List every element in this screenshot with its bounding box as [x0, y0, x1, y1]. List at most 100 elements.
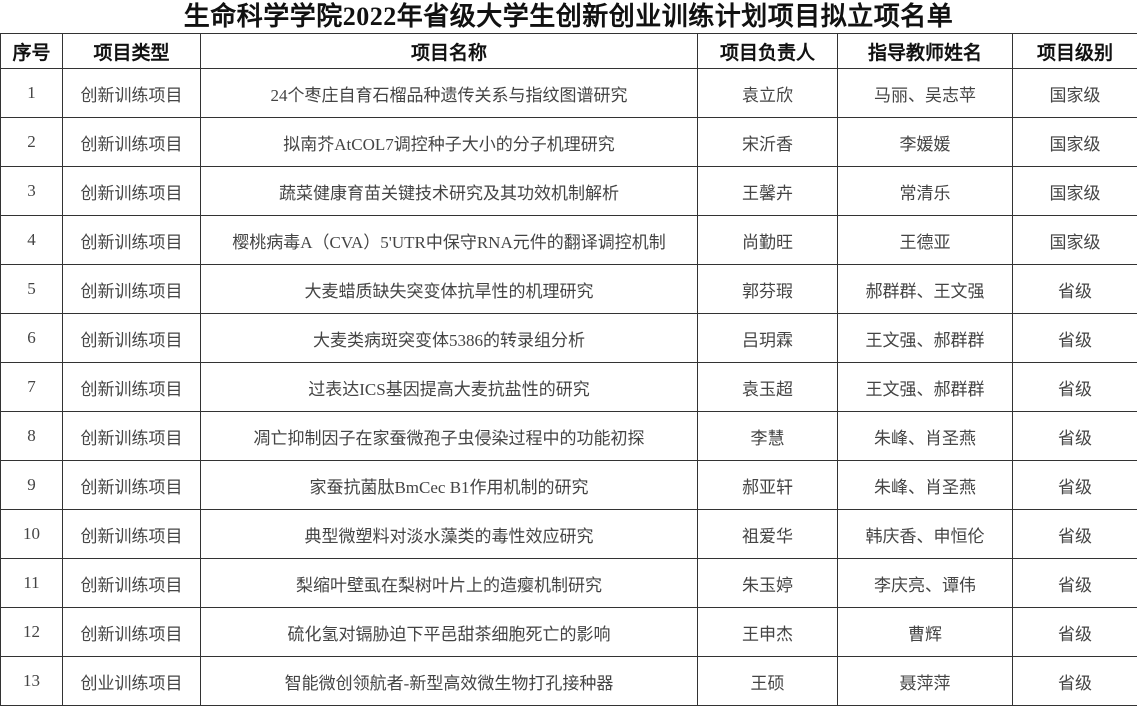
cell-type: 创业训练项目 — [62, 656, 201, 706]
table-row: 1 创新训练项目 24个枣庄自育石榴品种遗传关系与指纹图谱研究 袁立欣 马丽、吴志苹 国家… — [0, 68, 1137, 118]
cell-name: 蔬菜健康育苗关键技术研究及其功效机制解析 — [200, 166, 698, 216]
cell-no: 12 — [0, 607, 63, 657]
cell-no: 5 — [0, 264, 63, 314]
cell-level: 省级 — [1012, 264, 1137, 314]
cell-type: 创新训练项目 — [62, 68, 201, 118]
cell-no: 1 — [0, 68, 63, 118]
cell-type: 创新训练项目 — [62, 362, 201, 412]
cell-type: 创新训练项目 — [62, 411, 201, 461]
cell-leader: 尚勤旺 — [697, 215, 838, 265]
cell-level: 国家级 — [1012, 68, 1137, 118]
table-row: 2 创新训练项目 拟南芥AtCOL7调控种子大小的分子机理研究 宋沂香 李媛媛 国家级 — [0, 117, 1137, 167]
cell-advisor: 朱峰、肖圣燕 — [837, 411, 1013, 461]
cell-type: 创新训练项目 — [62, 215, 201, 265]
cell-level: 国家级 — [1012, 166, 1137, 216]
cell-advisor: 马丽、吴志苹 — [837, 68, 1013, 118]
cell-no: 2 — [0, 117, 63, 167]
table-row: 9 创新训练项目 家蚕抗菌肽BmCec B1作用机制的研究 郝亚轩 朱峰、肖圣燕 省级 — [0, 460, 1137, 510]
cell-level: 国家级 — [1012, 215, 1137, 265]
cell-advisor: 王文强、郝群群 — [837, 313, 1013, 363]
table-row: 3 创新训练项目 蔬菜健康育苗关键技术研究及其功效机制解析 王馨卉 常清乐 国家级 — [0, 166, 1137, 216]
header-advisor: 指导教师姓名 — [837, 33, 1013, 69]
cell-no: 9 — [0, 460, 63, 510]
cell-name: 24个枣庄自育石榴品种遗传关系与指纹图谱研究 — [200, 68, 698, 118]
cell-type: 创新训练项目 — [62, 117, 201, 167]
table-row: 10 创新训练项目 典型微塑料对淡水藻类的毒性效应研究 祖爱华 韩庆香、申恒伦 省级 — [0, 509, 1137, 559]
header-no: 序号 — [0, 33, 63, 69]
cell-advisor: 韩庆香、申恒伦 — [837, 509, 1013, 559]
table-row: 5 创新训练项目 大麦蜡质缺失突变体抗旱性的机理研究 郭芬瑕 郝群群、王文强 省级 — [0, 264, 1137, 314]
project-table: 序号 项目类型 项目名称 项目负责人 指导教师姓名 项目级别 1 创新训练项目 24… — [0, 33, 1137, 706]
cell-type: 创新训练项目 — [62, 558, 201, 608]
cell-name: 大麦类病斑突变体5386的转录组分析 — [200, 313, 698, 363]
cell-type: 创新训练项目 — [62, 460, 201, 510]
cell-name: 智能微创领航者-新型高效微生物打孔接种器 — [200, 656, 698, 706]
cell-advisor: 曹辉 — [837, 607, 1013, 657]
cell-advisor: 朱峰、肖圣燕 — [837, 460, 1013, 510]
cell-advisor: 郝群群、王文强 — [837, 264, 1013, 314]
table-row: 13 创业训练项目 智能微创领航者-新型高效微生物打孔接种器 王硕 聂萍萍 省级 — [0, 656, 1137, 706]
cell-advisor: 王文强、郝群群 — [837, 362, 1013, 412]
cell-name: 家蚕抗菌肽BmCec B1作用机制的研究 — [200, 460, 698, 510]
cell-name: 大麦蜡质缺失突变体抗旱性的机理研究 — [200, 264, 698, 314]
cell-level: 省级 — [1012, 362, 1137, 412]
table-row: 8 创新训练项目 凋亡抑制因子在家蚕微孢子虫侵染过程中的功能初探 李慧 朱峰、肖圣燕 省级 — [0, 411, 1137, 461]
table-row: 6 创新训练项目 大麦类病斑突变体5386的转录组分析 吕玥霖 王文强、郝群群 省级 — [0, 313, 1137, 363]
cell-level: 省级 — [1012, 509, 1137, 559]
document-title: 生命科学学院2022年省级大学生创新创业训练计划项目拟立项名单 — [183, 2, 954, 31]
cell-advisor: 王德亚 — [837, 215, 1013, 265]
cell-advisor: 李庆亮、谭伟 — [837, 558, 1013, 608]
cell-advisor: 李媛媛 — [837, 117, 1013, 167]
cell-no: 8 — [0, 411, 63, 461]
cell-name: 典型微塑料对淡水藻类的毒性效应研究 — [200, 509, 698, 559]
cell-leader: 吕玥霖 — [697, 313, 838, 363]
table-row: 12 创新训练项目 硫化氢对镉胁迫下平邑甜茶细胞死亡的影响 王申杰 曹辉 省级 — [0, 607, 1137, 657]
cell-leader: 袁玉超 — [697, 362, 838, 412]
cell-leader: 王硕 — [697, 656, 838, 706]
cell-no: 4 — [0, 215, 63, 265]
cell-type: 创新训练项目 — [62, 313, 201, 363]
cell-leader: 王申杰 — [697, 607, 838, 657]
cell-leader: 郭芬瑕 — [697, 264, 838, 314]
cell-advisor: 常清乐 — [837, 166, 1013, 216]
cell-name: 樱桃病毒A（CVA）5'UTR中保守RNA元件的翻译调控机制 — [200, 215, 698, 265]
cell-leader: 袁立欣 — [697, 68, 838, 118]
cell-name: 拟南芥AtCOL7调控种子大小的分子机理研究 — [200, 117, 698, 167]
cell-no: 7 — [0, 362, 63, 412]
header-name: 项目名称 — [200, 33, 698, 69]
table-row: 7 创新训练项目 过表达ICS基因提高大麦抗盐性的研究 袁玉超 王文强、郝群群 省级 — [0, 362, 1137, 412]
cell-name: 梨缩叶壁虱在梨树叶片上的造瘿机制研究 — [200, 558, 698, 608]
cell-name: 过表达ICS基因提高大麦抗盐性的研究 — [200, 362, 698, 412]
cell-type: 创新训练项目 — [62, 607, 201, 657]
cell-leader: 朱玉婷 — [697, 558, 838, 608]
cell-type: 创新训练项目 — [62, 166, 201, 216]
cell-name: 硫化氢对镉胁迫下平邑甜茶细胞死亡的影响 — [200, 607, 698, 657]
header-level: 项目级别 — [1012, 33, 1137, 69]
cell-leader: 祖爱华 — [697, 509, 838, 559]
cell-no: 10 — [0, 509, 63, 559]
cell-level: 省级 — [1012, 607, 1137, 657]
cell-no: 13 — [0, 656, 63, 706]
cell-leader: 李慧 — [697, 411, 838, 461]
header-row: 序号 项目类型 项目名称 项目负责人 指导教师姓名 项目级别 — [0, 33, 1137, 69]
cell-name: 凋亡抑制因子在家蚕微孢子虫侵染过程中的功能初探 — [200, 411, 698, 461]
table-row: 11 创新训练项目 梨缩叶壁虱在梨树叶片上的造瘿机制研究 朱玉婷 李庆亮、谭伟 省级 — [0, 558, 1137, 608]
cell-leader: 王馨卉 — [697, 166, 838, 216]
table-row: 4 创新训练项目 樱桃病毒A（CVA）5'UTR中保守RNA元件的翻译调控机制 尚勤旺… — [0, 215, 1137, 265]
cell-advisor: 聂萍萍 — [837, 656, 1013, 706]
cell-level: 省级 — [1012, 313, 1137, 363]
header-leader: 项目负责人 — [697, 33, 838, 69]
cell-level: 省级 — [1012, 460, 1137, 510]
cell-level: 国家级 — [1012, 117, 1137, 167]
cell-leader: 宋沂香 — [697, 117, 838, 167]
cell-no: 6 — [0, 313, 63, 363]
cell-no: 11 — [0, 558, 63, 608]
cell-leader: 郝亚轩 — [697, 460, 838, 510]
cell-type: 创新训练项目 — [62, 264, 201, 314]
header-type: 项目类型 — [62, 33, 201, 69]
cell-no: 3 — [0, 166, 63, 216]
cell-type: 创新训练项目 — [62, 509, 201, 559]
cell-level: 省级 — [1012, 558, 1137, 608]
cell-level: 省级 — [1012, 656, 1137, 706]
cell-level: 省级 — [1012, 411, 1137, 461]
